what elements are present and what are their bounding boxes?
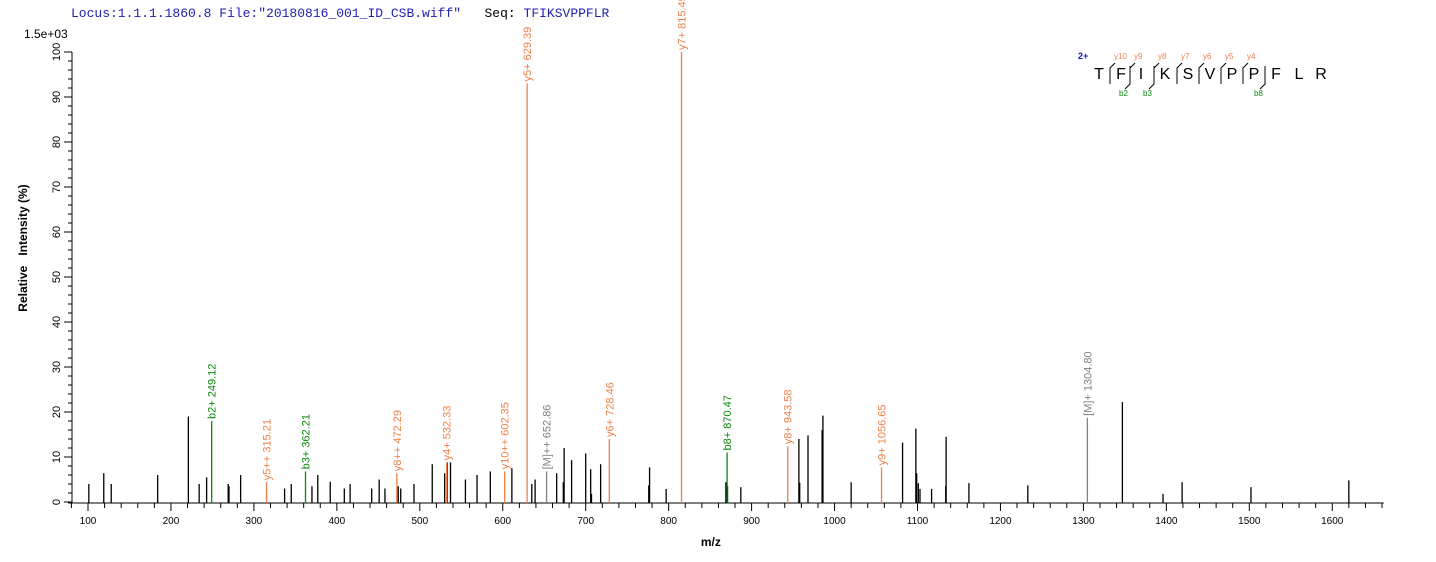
residue-letter: P xyxy=(1227,66,1238,83)
peak-label: y8++ 472.29 xyxy=(392,410,404,471)
peak-label: y5++ 315.21 xyxy=(262,419,274,480)
y-ion-label: y9 xyxy=(1134,52,1143,61)
b-ion-marker xyxy=(1148,66,1155,90)
peak-label: y6+ 728.46 xyxy=(604,382,616,437)
residue-letter: V xyxy=(1205,66,1216,83)
b-ion-label: b8 xyxy=(1254,89,1263,98)
y-ion-marker xyxy=(1198,62,1205,84)
residue-letter: I xyxy=(1139,66,1143,83)
residue-letter: P xyxy=(1249,66,1260,83)
peak-label: y5+ 629.39 xyxy=(522,27,534,82)
y-axis-title: Relative Intensity (%) xyxy=(16,184,30,311)
x-tick-label: 1300 xyxy=(1072,516,1095,527)
residue-letter: L xyxy=(1295,66,1304,83)
y-ion-label: y7 xyxy=(1181,52,1190,61)
y-tick-label: 50 xyxy=(51,271,63,283)
x-tick-label: 1200 xyxy=(989,516,1012,527)
peak-label: [M]++ 652.86 xyxy=(542,405,554,470)
x-tick-label: 700 xyxy=(577,516,594,527)
b-ion-marker xyxy=(1124,66,1131,90)
residue-letter: F xyxy=(1271,66,1281,83)
y-tick-label: 0 xyxy=(51,499,63,505)
y-tick-label: 70 xyxy=(51,181,63,193)
y-ion-marker xyxy=(1153,62,1160,84)
y-tick-label: 60 xyxy=(51,226,63,238)
x-tick-label: 500 xyxy=(411,516,428,527)
y-tick-label: 80 xyxy=(51,136,63,148)
peak-label: b3+ 362.21 xyxy=(301,414,313,469)
y-ion-marker xyxy=(1242,62,1249,84)
peak-label: [M]+ 1304.80 xyxy=(1082,351,1094,416)
y-tick-label: 100 xyxy=(51,43,63,61)
residue-letter: K xyxy=(1160,66,1171,83)
residue-letter: S xyxy=(1183,66,1194,83)
y-ion-marker xyxy=(1220,62,1227,84)
y-tick-label: 10 xyxy=(51,451,63,463)
y-ion-marker xyxy=(1129,62,1136,84)
y-ion-label: y10 xyxy=(1114,52,1127,61)
seq-value: TFIKSVPPFLR xyxy=(523,6,610,21)
y-ion-marker xyxy=(1109,62,1116,84)
residue-letter: F xyxy=(1116,66,1126,83)
y-tick-label: 20 xyxy=(51,406,63,418)
x-tick-label: 1000 xyxy=(823,516,846,527)
x-axis-title: m/z xyxy=(701,535,721,549)
residue-letter: T xyxy=(1094,66,1104,83)
b-ion-marker xyxy=(1259,66,1266,90)
x-tick-label: 1400 xyxy=(1155,516,1178,527)
y-ion-marker xyxy=(1176,62,1183,84)
y-tick-label: 30 xyxy=(51,361,63,373)
seq-label: Seq: xyxy=(484,6,516,21)
peak-label: y7+ 815.49 xyxy=(676,0,688,50)
locus-file-label: Locus:1.1.1.1860.8 File:"20180816_001_ID… xyxy=(71,6,462,21)
x-tick-label: 1500 xyxy=(1238,516,1261,527)
charge-state-label: 2+ xyxy=(1078,51,1088,61)
y-ion-label: y4 xyxy=(1247,52,1256,61)
y-ion-label: y8 xyxy=(1158,52,1167,61)
b-ion-label: b3 xyxy=(1143,89,1152,98)
x-tick-label: 300 xyxy=(246,516,263,527)
peak-label: b2+ 249.12 xyxy=(207,364,219,419)
scale-label: 1.5e+03 xyxy=(24,27,68,41)
y-tick-label: 40 xyxy=(51,316,63,328)
x-tick-label: 100 xyxy=(80,516,97,527)
x-tick-label: 400 xyxy=(329,516,346,527)
y-tick-label: 90 xyxy=(51,91,63,103)
peak-label: y8+ 943.58 xyxy=(783,389,795,444)
x-tick-label: 900 xyxy=(743,516,760,527)
y-ion-label: y5 xyxy=(1225,52,1234,61)
x-tick-label: 1100 xyxy=(907,516,929,527)
peak-label: y9+ 1056.65 xyxy=(877,404,889,465)
x-tick-label: 1600 xyxy=(1321,516,1344,527)
x-tick-label: 800 xyxy=(660,516,677,527)
peak-label: y10++ 602.35 xyxy=(500,402,512,469)
x-tick-label: 600 xyxy=(494,516,511,527)
residue-letter: R xyxy=(1315,66,1327,83)
peak-label: b8+ 870.47 xyxy=(722,395,734,450)
y-ion-label: y6 xyxy=(1203,52,1212,61)
b-ion-label: b2 xyxy=(1119,89,1128,98)
spectrum-header: Locus:1.1.1.1860.8 File:"20180816_001_ID… xyxy=(71,6,609,21)
x-tick-label: 200 xyxy=(163,516,180,527)
peak-label: y4+ 532.33 xyxy=(442,406,454,461)
